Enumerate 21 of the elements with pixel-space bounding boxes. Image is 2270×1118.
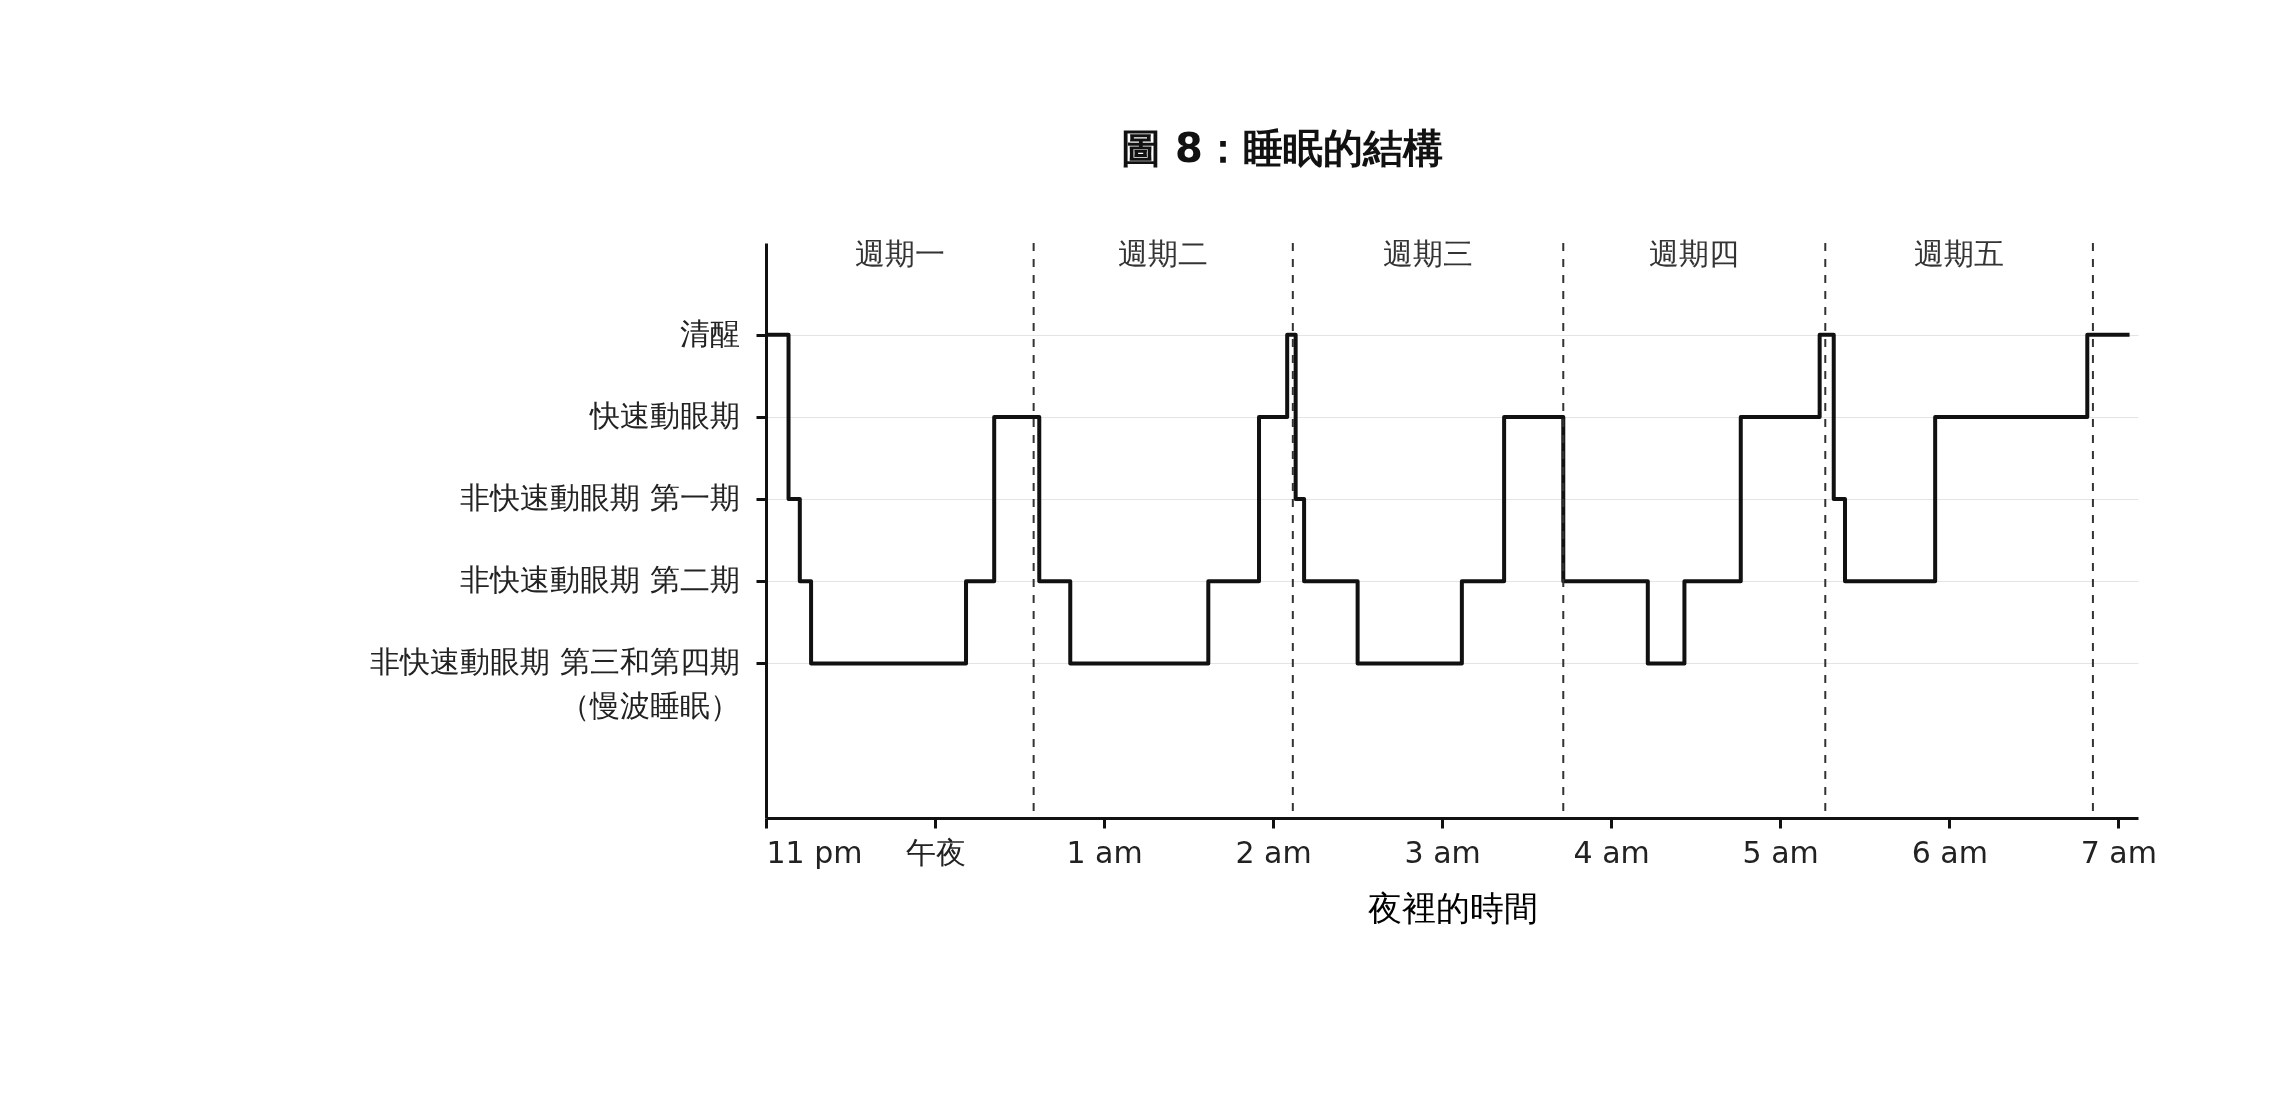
- text: 非快速動眼期 第三和第四期（慢波睡眠）: [370, 644, 740, 724]
- text: 非快速動眼期 第一期: [460, 480, 740, 516]
- text: 清醒: [680, 315, 740, 351]
- text: 週期四: [1649, 236, 1740, 271]
- text: 週期一: [854, 236, 945, 271]
- text: 非快速動眼期 第二期: [460, 562, 740, 598]
- x-tick-label: 3 am: [1404, 834, 1481, 870]
- x-tick-label: 11 pm: [766, 834, 863, 870]
- x-tick-label: 午夜: [905, 834, 966, 870]
- text: 週期三: [1383, 236, 1474, 271]
- text: 週期二: [1118, 236, 1209, 271]
- x-tick-label: 1 am: [1066, 834, 1143, 870]
- text: 週期五: [1914, 236, 2005, 271]
- x-tick-label: 5 am: [1742, 834, 1819, 870]
- x-tick-label: 6 am: [1911, 834, 1988, 870]
- x-tick-label: 2 am: [1235, 834, 1312, 870]
- chart-title: 圖 8：睡眠的結構: [1121, 125, 1443, 171]
- x-tick-label: 4 am: [1573, 834, 1650, 870]
- text: 快速動眼期: [589, 397, 740, 433]
- x-axis-title: 夜裡的時間: [1367, 887, 1538, 928]
- x-tick-label: 7 am: [2080, 834, 2157, 870]
